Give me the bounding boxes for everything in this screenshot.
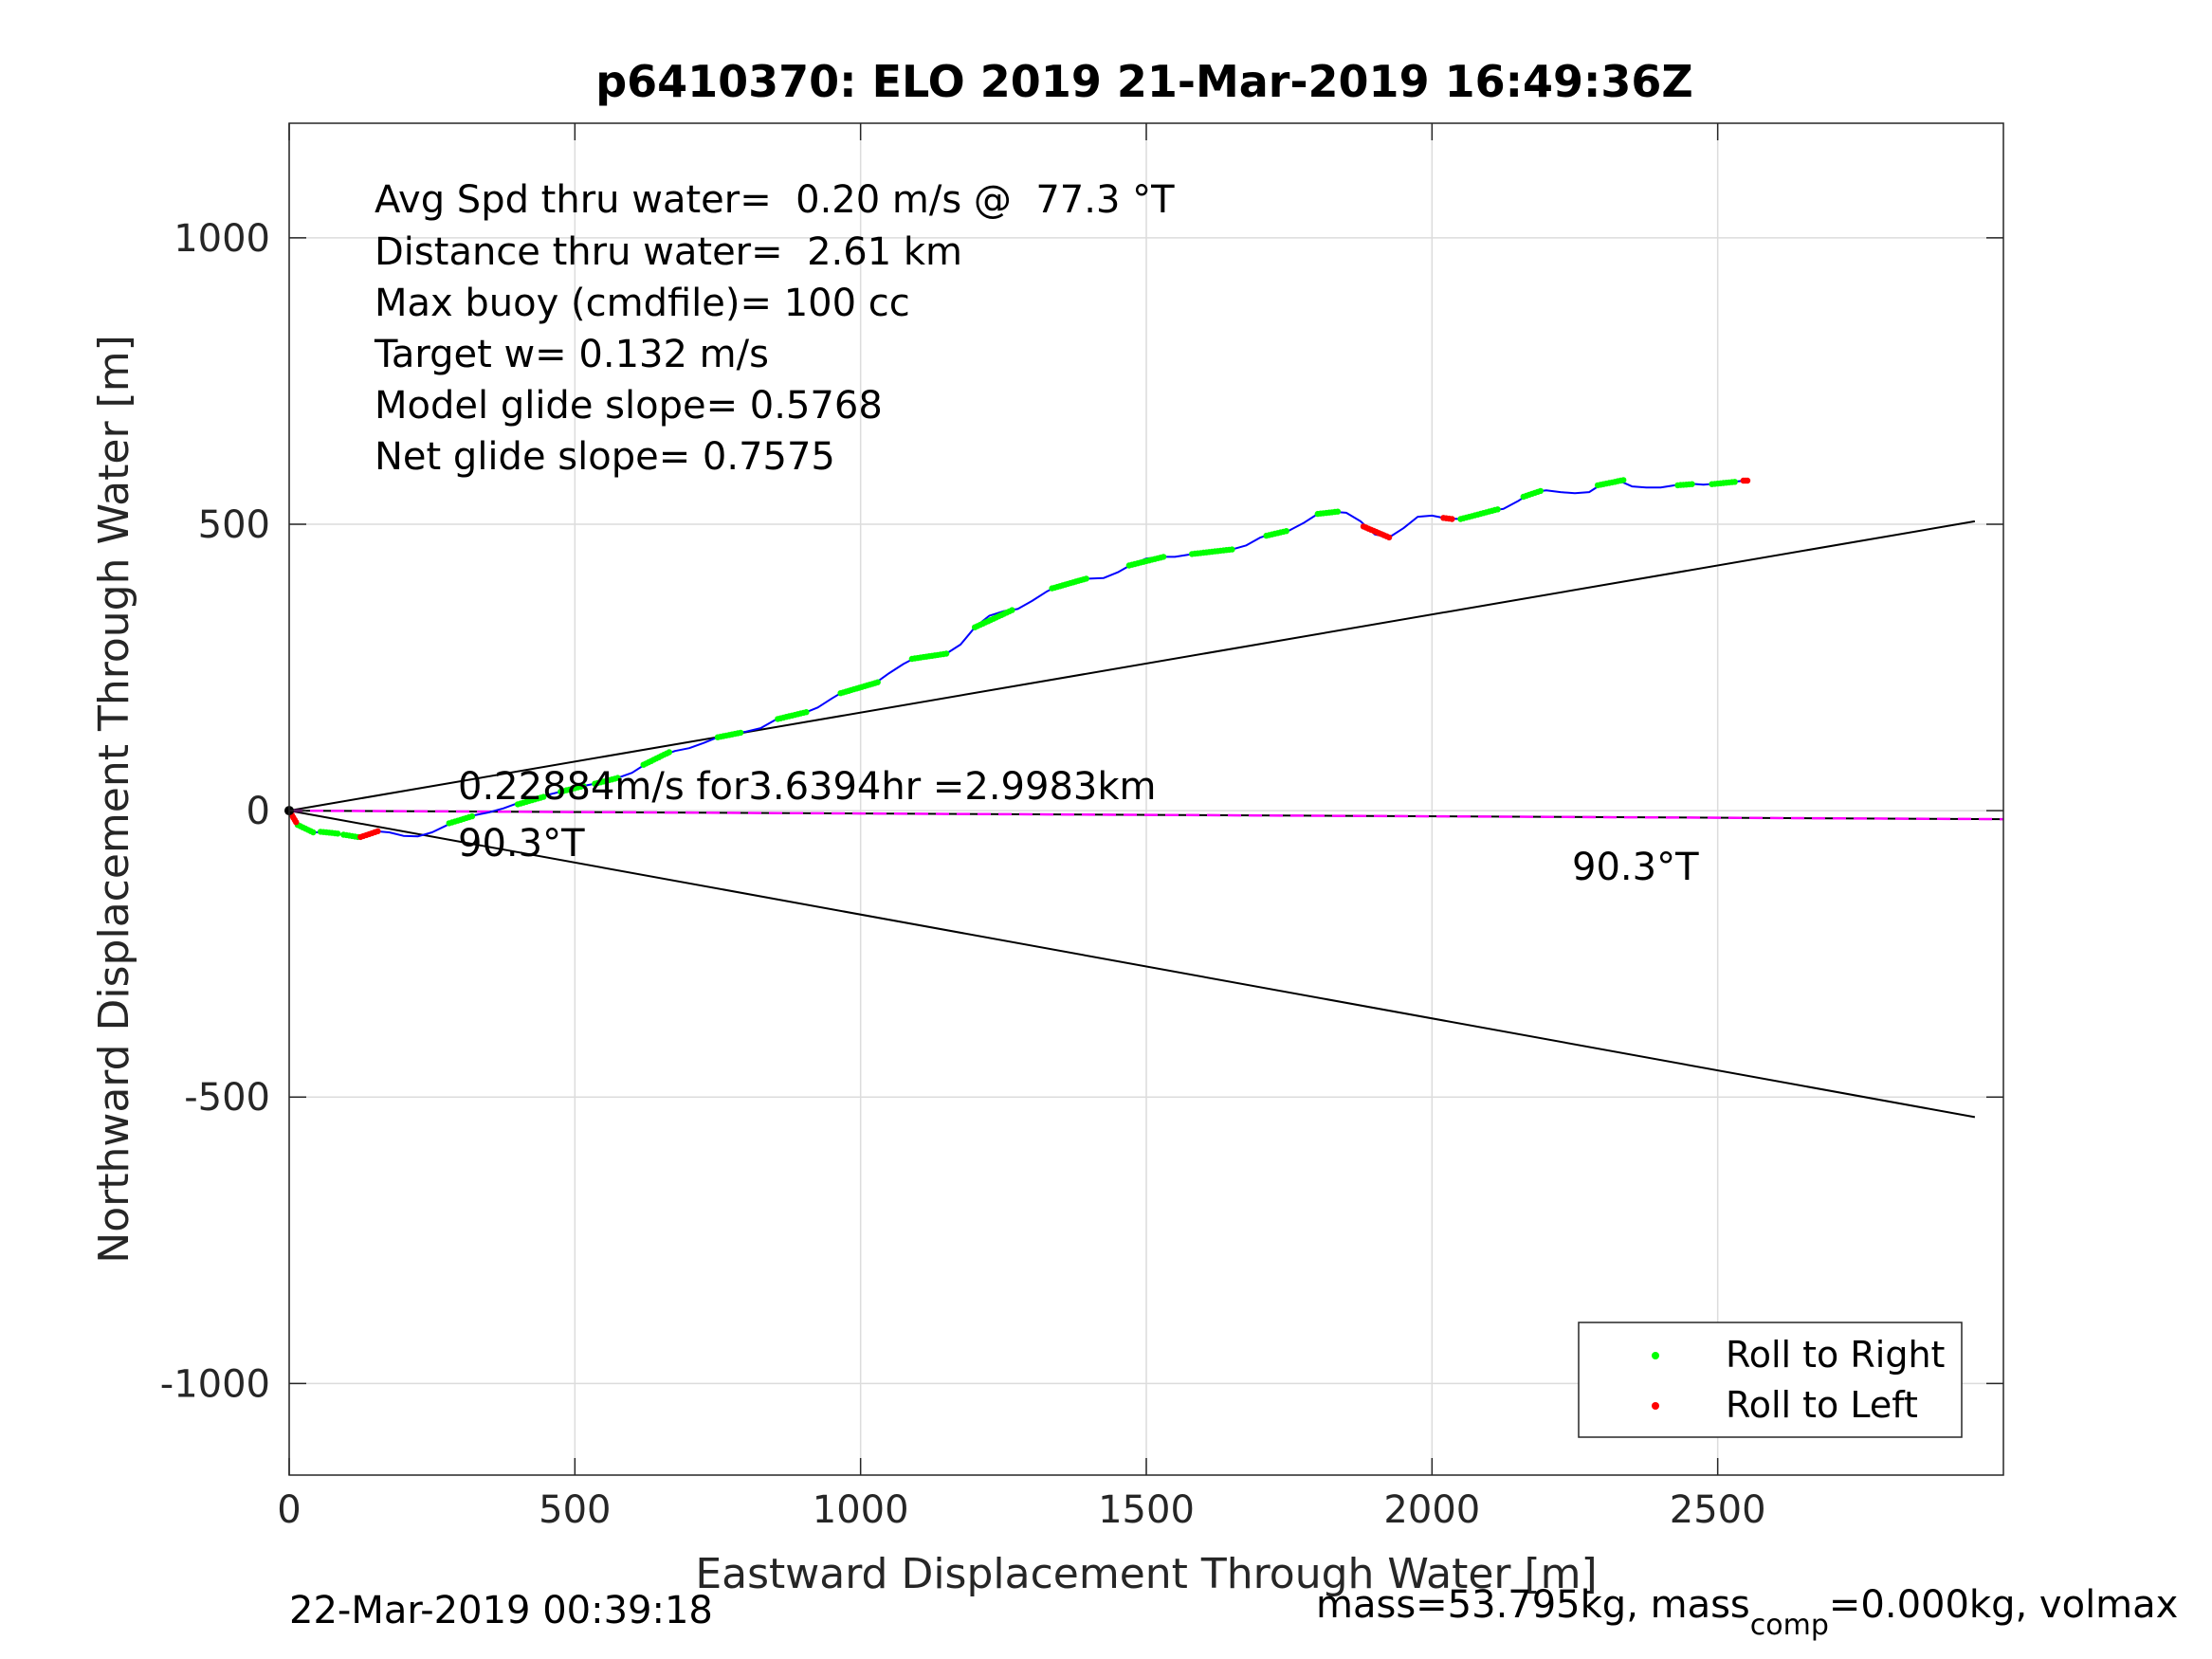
chart-title: p6410370: ELO 2019 21-Mar-2019 16:49:36Z: [595, 56, 1693, 107]
roll-right-point: [1537, 487, 1545, 495]
axis-ticks: 0 500 1000 1500 2000 2500 -1000 -500 0 500 1000: [160, 123, 2003, 1532]
heading-annotation-far: 90.3°T: [1572, 846, 1699, 889]
footer-mass-suffix: =0.000kg, volmax: [1829, 1583, 2178, 1627]
roll-right-point: [310, 829, 317, 836]
footer-mass-subscript: comp: [1750, 1609, 1829, 1642]
legend-label-roll-left: Roll to Left: [1726, 1384, 1918, 1426]
roll-left-point: [1385, 534, 1393, 541]
footer-timestamp: 22-Mar-2019 00:39:18: [289, 1589, 713, 1632]
plot-series: [284, 477, 2004, 1119]
y-tick-label: -500: [184, 1076, 270, 1120]
roll-right-point: [1083, 575, 1089, 582]
legend-marker-roll-left: [1652, 1402, 1659, 1410]
x-axis-label: Eastward Displacement Through Water [m]: [695, 1550, 1597, 1598]
current-line: [288, 809, 2004, 821]
roll-left-point: [1449, 516, 1455, 522]
roll-right-point: [1229, 546, 1235, 553]
footer-mass: mass=53.795kg, masscomp=0.000kg, volmax: [1316, 1583, 2178, 1642]
legend-box: [1578, 1322, 1963, 1438]
current-annotation: 0.22884m/s for3.6394hr =2.9983km: [458, 765, 1156, 809]
roll-right-point: [1160, 554, 1167, 560]
roll-right-point: [1283, 528, 1289, 535]
stats-line: Avg Spd thru water= 0.20 m/s @ 77.3 °T: [375, 178, 1175, 222]
stats-line: Target w= 0.132 m/s: [374, 333, 769, 376]
roll-right-point: [468, 812, 476, 820]
stats-box: Avg Spd thru water= 0.20 m/s @ 77.3 °T D…: [374, 178, 1175, 479]
roll-right-point: [942, 650, 950, 657]
roll-right-point: [1620, 477, 1627, 483]
heading-annotation-near: 90.3°T: [458, 822, 585, 866]
roll-right-point: [874, 679, 881, 685]
stats-line: Net glide slope= 0.7575: [375, 435, 835, 479]
y-tick-label: 1000: [174, 217, 270, 261]
roll-left-point: [375, 828, 381, 834]
roll-right-point: [580, 782, 587, 790]
x-tick-label: 1500: [1098, 1488, 1195, 1532]
y-tick-label: -1000: [160, 1362, 270, 1406]
y-tick-label: 0: [247, 790, 270, 833]
roll-right-point: [803, 709, 810, 716]
stats-line: Model glide slope= 0.5768: [375, 384, 883, 428]
x-tick-label: 2500: [1670, 1488, 1766, 1532]
x-tick-label: 500: [539, 1488, 611, 1532]
y-tick-label: 500: [198, 503, 270, 547]
stats-line: Distance thru water= 2.61 km: [375, 230, 962, 274]
roll-right-point: [1009, 607, 1015, 613]
roll-left-point: [293, 819, 300, 826]
roll-left-point: [1744, 477, 1751, 484]
footer-mass-prefix: mass=53.795kg, mass: [1316, 1583, 1750, 1627]
stats-line: Max buoy (cmdfile)= 100 cc: [375, 282, 910, 325]
legend: Roll to Right Roll to Left: [1578, 1322, 1963, 1438]
upper-bound-line: [288, 520, 1976, 812]
x-tick-label: 2000: [1383, 1488, 1480, 1532]
roll-right-point: [737, 729, 744, 737]
roll-right-point: [1731, 479, 1738, 485]
y-axis-label: Northward Displacement Through Water [m]: [90, 335, 138, 1263]
legend-label-roll-right: Roll to Right: [1726, 1334, 1945, 1376]
legend-marker-roll-right: [1652, 1352, 1659, 1359]
roll-right-point: [1494, 506, 1501, 513]
roll-right-point: [335, 830, 341, 837]
roll-right-point: [1689, 481, 1695, 487]
x-tick-label: 1000: [813, 1488, 909, 1532]
x-tick-label: 0: [277, 1488, 301, 1532]
roll-right-point: [1334, 508, 1342, 515]
roll-right-point: [540, 793, 547, 800]
roll-right-point: [614, 775, 621, 781]
lower-bound-line: [288, 810, 1976, 1119]
roll-right-point: [666, 749, 672, 756]
